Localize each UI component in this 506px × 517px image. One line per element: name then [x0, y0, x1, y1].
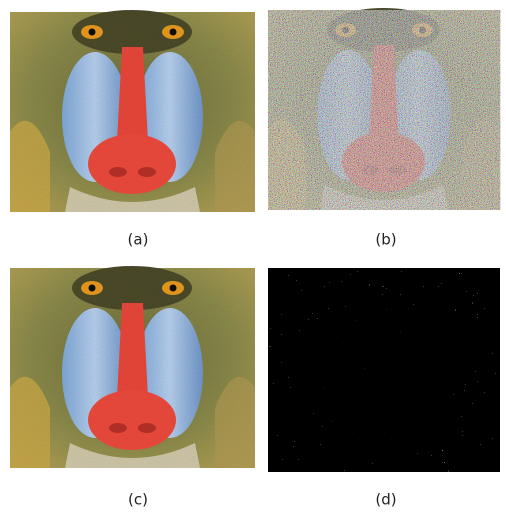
- page: (a) (b) (c) (d) (() => { const data = JS…: [0, 0, 506, 517]
- panel-label: (d): [375, 491, 396, 509]
- panel-label: (a): [128, 231, 149, 249]
- image-edges: [268, 268, 500, 472]
- figure: (a) (b) (c) (d): [0, 0, 506, 517]
- image-original: [10, 10, 255, 212]
- image-noisy: [268, 8, 500, 210]
- panel-label: (c): [128, 491, 148, 509]
- image-restored: [10, 266, 255, 468]
- panel-label: (b): [375, 231, 396, 249]
